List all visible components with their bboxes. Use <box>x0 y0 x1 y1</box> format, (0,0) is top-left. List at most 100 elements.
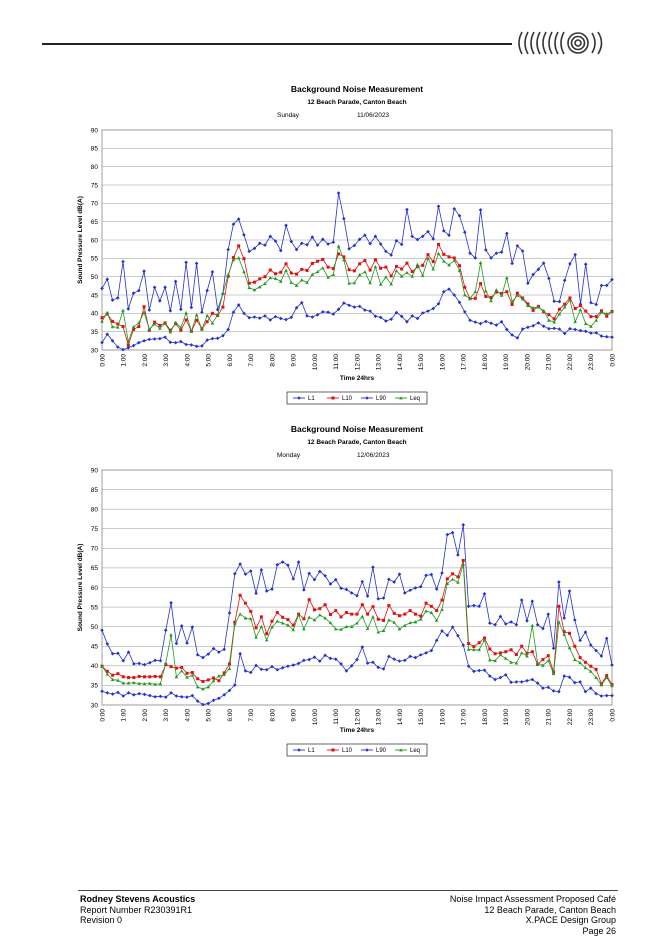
data-point <box>514 661 519 665</box>
data-point <box>462 230 467 235</box>
data-point <box>452 256 456 260</box>
data-point <box>310 235 315 239</box>
data-point <box>153 694 157 699</box>
data-point <box>503 656 508 660</box>
data-point <box>557 580 561 584</box>
data-point <box>573 644 577 648</box>
data-point <box>498 653 503 657</box>
data-point <box>426 253 430 257</box>
data-point <box>541 308 546 313</box>
data-point <box>284 262 288 266</box>
data-point <box>153 674 157 678</box>
data-point <box>249 609 253 613</box>
data-point <box>242 311 246 316</box>
data-point <box>254 635 258 639</box>
data-point <box>158 326 162 330</box>
data-point <box>478 208 483 212</box>
data-point <box>505 275 509 280</box>
data-point <box>318 569 322 574</box>
data-point <box>445 577 449 581</box>
data-point <box>477 604 481 609</box>
data-point <box>484 248 488 252</box>
data-point <box>434 587 439 591</box>
data-point <box>217 679 221 683</box>
data-point <box>263 275 267 279</box>
data-point <box>210 336 215 341</box>
data-point <box>400 267 404 271</box>
data-point <box>201 702 205 707</box>
data-point <box>355 621 359 625</box>
footer-client: X.PACE Design Group <box>525 915 616 925</box>
data-point <box>594 667 598 671</box>
data-point <box>505 327 509 332</box>
data-point <box>189 343 194 347</box>
data-point <box>243 572 248 576</box>
x-tick-label: 6:00 <box>227 709 234 722</box>
data-point <box>436 204 441 209</box>
data-point <box>357 273 362 277</box>
data-point <box>318 607 322 611</box>
data-point <box>583 329 588 334</box>
data-point <box>420 311 425 315</box>
y-tick-label: 30 <box>91 702 99 709</box>
data-point <box>599 310 604 314</box>
data-point <box>426 256 430 260</box>
data-point <box>278 248 283 253</box>
data-point <box>121 675 125 679</box>
data-point <box>131 291 136 295</box>
data-point <box>163 628 168 632</box>
data-point <box>206 652 211 656</box>
data-point <box>168 328 172 332</box>
data-point <box>126 339 131 343</box>
data-point <box>169 665 173 669</box>
data-point <box>126 681 131 685</box>
data-point <box>413 620 418 624</box>
footer-left: Rodney Stevens Acoustics Report Number R… <box>80 894 195 926</box>
data-point <box>384 275 388 279</box>
data-point <box>594 318 599 322</box>
data-point <box>557 327 562 331</box>
data-point <box>185 695 189 699</box>
data-point <box>169 600 173 605</box>
data-point <box>211 678 216 683</box>
data-point <box>424 573 428 578</box>
data-point <box>431 306 436 311</box>
x-tick-label: 15:00 <box>418 709 425 726</box>
data-point <box>110 298 115 302</box>
data-point <box>371 605 375 609</box>
data-point <box>195 318 199 322</box>
x-tick-label: 18:00 <box>482 354 489 371</box>
data-point <box>399 274 404 278</box>
data-point <box>221 305 225 309</box>
data-point <box>137 325 141 329</box>
data-point <box>358 262 362 266</box>
data-point <box>610 663 614 667</box>
legend-label: L90 <box>376 396 387 402</box>
data-point <box>137 681 141 685</box>
data-point <box>387 604 391 608</box>
data-point <box>305 314 309 318</box>
data-point <box>499 250 504 254</box>
data-point <box>321 237 325 242</box>
data-point <box>252 246 257 251</box>
data-point <box>344 624 349 629</box>
data-point <box>222 693 226 697</box>
data-point <box>111 319 115 323</box>
data-point <box>594 302 599 307</box>
data-point <box>599 654 604 658</box>
data-point <box>163 285 167 290</box>
data-point <box>441 229 446 233</box>
data-point <box>551 671 556 676</box>
data-point <box>215 313 220 317</box>
data-point <box>321 310 325 314</box>
data-point <box>254 663 258 668</box>
x-tick-label: 20:00 <box>524 709 531 726</box>
data-point <box>273 314 278 319</box>
data-point <box>206 701 211 706</box>
data-point <box>105 669 109 673</box>
data-point <box>142 310 146 314</box>
data-point <box>350 612 354 616</box>
data-point <box>484 289 488 293</box>
data-point <box>328 613 332 617</box>
x-tick-label: 12:00 <box>354 709 361 726</box>
